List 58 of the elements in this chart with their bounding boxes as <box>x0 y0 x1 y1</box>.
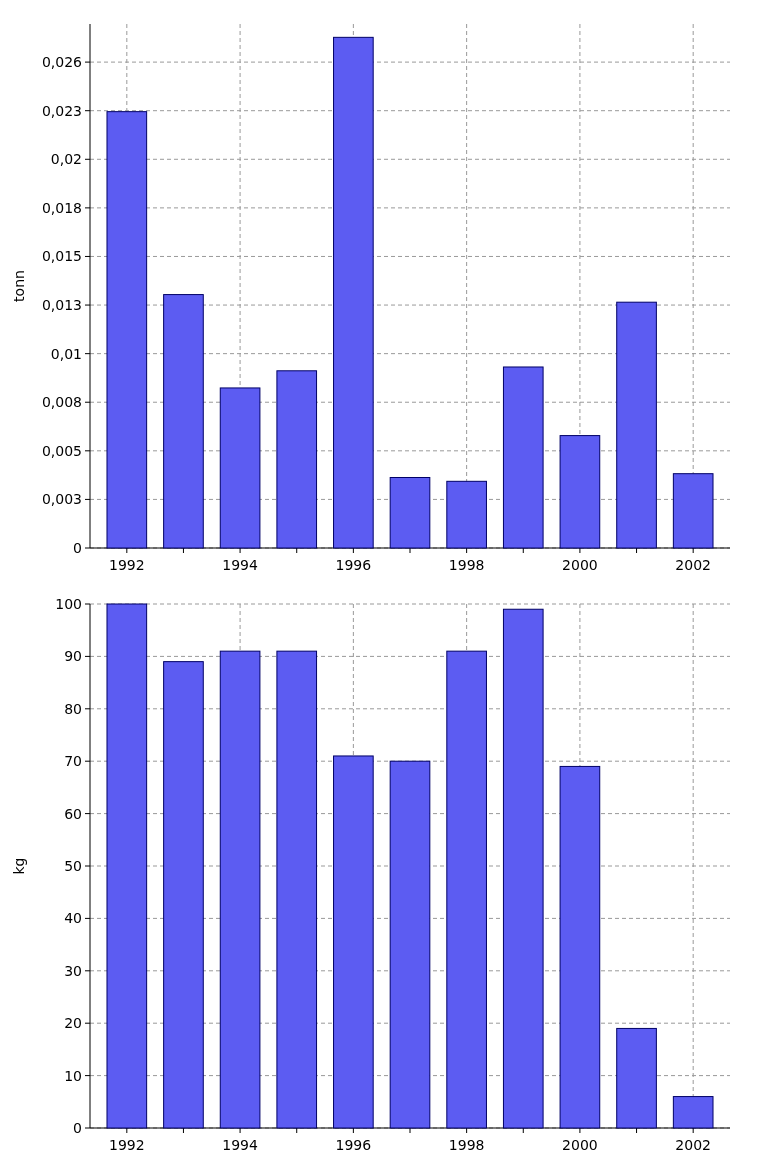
y-tick-label: 50 <box>64 857 82 874</box>
x-tick-label: 2002 <box>675 557 712 573</box>
y-tick-label: 30 <box>64 962 82 979</box>
bar <box>333 755 374 1129</box>
x-tick-label: 2000 <box>562 557 598 573</box>
bar <box>106 111 148 549</box>
x-tick-label: 1998 <box>448 557 485 573</box>
y-tick-label: 90 <box>64 648 82 665</box>
y-tick-label: 70 <box>64 753 82 770</box>
y-tick-label: 0,026 <box>41 54 83 71</box>
bar <box>389 477 431 549</box>
y-tick-label: 0,005 <box>41 442 82 459</box>
y-axis-title: tonn <box>11 270 27 302</box>
bar <box>672 473 714 549</box>
y-tick-label: 0,018 <box>41 199 82 216</box>
x-tick-label: 1996 <box>335 557 372 573</box>
y-tick-label: 10 <box>64 1067 82 1084</box>
y-tick-label: 20 <box>64 1015 82 1032</box>
y-tick-label: 0 <box>73 539 82 556</box>
bar <box>559 435 601 549</box>
y-tick-label: 0,01 <box>50 345 82 362</box>
x-tick-label: 2002 <box>675 1137 712 1153</box>
y-tick-label: 100 <box>55 595 82 612</box>
bar <box>276 650 318 1129</box>
bar <box>616 1027 657 1129</box>
x-tick-label: 1992 <box>108 1137 145 1153</box>
x-tick-label: 1998 <box>448 1137 485 1153</box>
x-tick-label: 1994 <box>222 1137 258 1153</box>
y-tick-label: 0,02 <box>50 151 82 168</box>
bar <box>333 36 374 549</box>
y-tick-label: 0,008 <box>41 394 82 411</box>
y-tick-label: 60 <box>64 805 82 822</box>
x-tick-label: 1992 <box>108 557 145 573</box>
bar <box>672 1096 714 1129</box>
bar <box>389 760 431 1129</box>
x-tick-label: 1994 <box>222 557 258 573</box>
bar <box>559 765 601 1129</box>
bar <box>502 366 544 549</box>
y-tick-label: 0 <box>73 1119 82 1136</box>
bar <box>276 370 318 549</box>
bar <box>163 294 204 549</box>
y-tick-label: 0,023 <box>41 102 82 119</box>
bar <box>106 603 148 1129</box>
bar <box>219 650 261 1129</box>
y-tick-label: 0,003 <box>41 491 82 508</box>
bar <box>446 650 487 1129</box>
bar <box>446 480 487 549</box>
bar <box>616 301 657 549</box>
bar <box>502 608 544 1129</box>
y-tick-label: 0,015 <box>41 248 82 265</box>
bar <box>219 387 261 549</box>
bar <box>163 661 204 1129</box>
y-tick-label: 40 <box>64 910 82 927</box>
y-axis-title: kg <box>11 857 27 875</box>
y-tick-label: 0,013 <box>41 296 82 313</box>
x-tick-label: 1996 <box>335 1137 372 1153</box>
y-tick-label: 80 <box>64 700 82 717</box>
x-tick-label: 2000 <box>562 1137 598 1153</box>
